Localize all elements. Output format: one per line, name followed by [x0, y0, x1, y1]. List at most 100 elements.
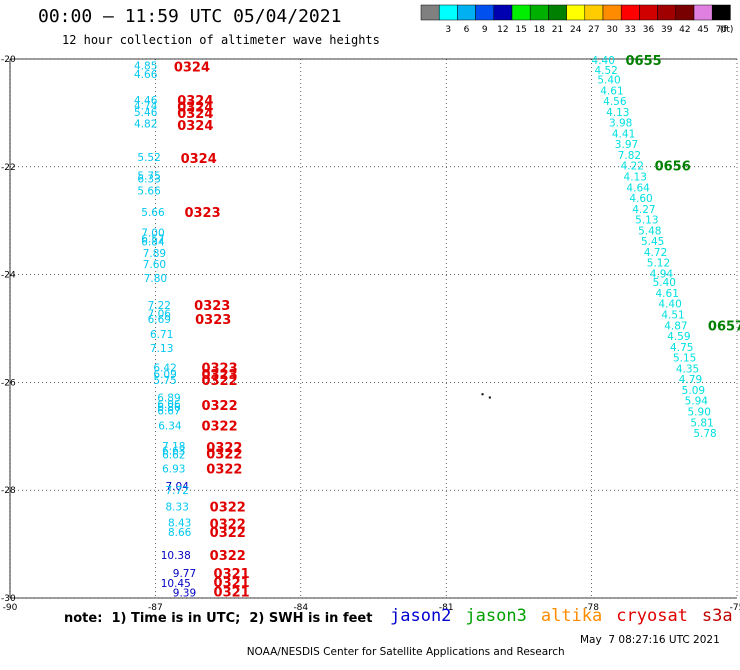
- swh-value-label: 4.56: [603, 96, 627, 108]
- swh-value-label: 4.51: [661, 309, 684, 321]
- legend-swatch: [657, 4, 677, 21]
- footnote: note: 1) Time is in UTC; 2) SWH is in fe…: [64, 611, 373, 626]
- pass-time-label: 0322: [206, 463, 242, 478]
- swh-value-label: 4.13: [624, 172, 647, 184]
- swh-value-label: 6.34: [158, 421, 182, 433]
- swh-value-label: 5.15: [673, 353, 696, 365]
- swh-value-label: 10.38: [161, 550, 191, 562]
- swh-value-label: 4.72: [644, 247, 667, 259]
- legend-tick-label: 18: [534, 25, 546, 35]
- legend-tick-label: 21: [552, 25, 563, 35]
- legend-tick-label: 36: [643, 25, 655, 35]
- land-point: [488, 396, 491, 399]
- legend-tick-label: 42: [679, 25, 690, 35]
- pass-time-label: 0322: [210, 518, 246, 533]
- swh-value-label: 5.52: [137, 152, 160, 164]
- legend-swatch: [548, 4, 567, 21]
- swh-value-label: 8.66: [168, 527, 192, 539]
- swh-value-label: 5.45: [641, 236, 664, 248]
- pass-time-label: 0323: [201, 368, 237, 383]
- page-title: 00:00 – 11:59 UTC 05/04/2021: [38, 6, 342, 27]
- legend-swatch: [529, 4, 549, 21]
- legend-swatch: [693, 4, 713, 21]
- swh-value-label: 5.90: [688, 407, 711, 419]
- lon-tick-label: -90: [3, 603, 18, 613]
- pass-time-label: 0322: [210, 500, 246, 515]
- swh-value-label: 5.66: [141, 207, 165, 219]
- swh-value-label: 8.43: [168, 518, 191, 530]
- legend-swatch: [511, 4, 531, 21]
- swh-value-label: 6.57: [141, 233, 164, 245]
- swh-value-label: 4.82: [134, 119, 157, 131]
- swh-value-label: 7.00: [141, 228, 164, 240]
- swh-value-label: 6.67: [157, 405, 180, 417]
- swh-value-label: 4.40: [658, 299, 681, 311]
- swh-value-label: 5.94: [685, 396, 709, 408]
- swh-value-label: 6.84: [141, 237, 165, 249]
- swh-value-label: 5.48: [638, 225, 661, 237]
- legend-swatch: [620, 4, 640, 21]
- legend-unit: (ft): [720, 25, 734, 35]
- legend-swatch: [584, 4, 604, 21]
- pass-time-label: 0322: [201, 399, 237, 414]
- swh-value-label: 4.66: [134, 69, 158, 81]
- pass-time-label: 0321: [214, 567, 250, 582]
- swh-value-label: 7.89: [143, 248, 166, 260]
- swh-value-label: 5.81: [690, 417, 713, 429]
- swh-value-label: 4.60: [629, 193, 652, 205]
- legend-tick-label: 27: [588, 25, 599, 35]
- legend-tick-label: 24: [570, 25, 582, 35]
- legend-swatch: [475, 4, 495, 21]
- lon-tick-label: -84: [293, 603, 308, 613]
- legend-tick-label: 39: [661, 25, 673, 35]
- swh-value-label: 7.18: [162, 441, 185, 453]
- swh-value-label: 5.75: [137, 170, 160, 182]
- swh-value-label: 9.39: [173, 588, 196, 600]
- pass-time-label: 0323: [184, 206, 220, 221]
- swh-value-label: 3.98: [609, 118, 632, 130]
- pass-time-label: 0324: [177, 107, 213, 122]
- color-legend: 3 6 9 12 15 18 21 24 27 30 33 36 39 42 45 70(ft): [420, 4, 734, 35]
- swh-value-label: 6.33: [137, 174, 160, 186]
- swh-value-label: 4.35: [676, 363, 699, 375]
- legend-swatch: [493, 4, 513, 21]
- lat-tick-label: -24: [1, 271, 16, 281]
- pass-time-label: 0324: [177, 119, 213, 134]
- lat-tick-label: -26: [1, 378, 16, 388]
- pass-time-label: 0655: [626, 54, 662, 69]
- swh-value-label: 4.75: [670, 342, 693, 354]
- swh-value-label: 5.09: [682, 385, 705, 397]
- pass-time-label: 0657: [708, 319, 740, 334]
- pass-time-label: 0323: [194, 299, 230, 314]
- swh-value-label: 4.52: [594, 65, 617, 77]
- legend-swatch: [438, 4, 458, 21]
- swh-value-label: 6.69: [148, 314, 171, 326]
- swh-value-label: 6.89: [157, 392, 180, 404]
- pass-time-label: 0323: [201, 361, 237, 376]
- legend-swatch: [457, 4, 476, 21]
- lon-tick-label: -75: [730, 603, 740, 613]
- swh-value-label: 9.77: [173, 568, 196, 580]
- swh-value-label: 6.62: [162, 450, 185, 462]
- wave-height-map: 3 6 9 12 15 18 21 24 27 30 33 36 39 42 45 70(ft) -20-22…: [1, 4, 740, 613]
- swh-value-label: 4.61: [600, 85, 623, 97]
- legend-tick-label: 33: [625, 25, 636, 35]
- swh-value-label: 7.06: [148, 308, 172, 320]
- swh-value-label: 5.78: [693, 428, 716, 440]
- lon-tick-label: -87: [148, 603, 163, 613]
- map-markers: [481, 393, 491, 399]
- swh-value-label: 7.04: [166, 481, 190, 493]
- swh-value-label: 4.59: [667, 331, 690, 343]
- swh-value-label: 10.45: [161, 578, 191, 590]
- legend-tick-label: 70: [716, 25, 728, 35]
- swh-value-label: 4.41: [612, 128, 635, 140]
- lon-tick-label: -78: [584, 603, 599, 613]
- legend-swatch: [639, 4, 658, 21]
- swh-value-label: 7.13: [150, 343, 173, 355]
- mission-cryosat: cryosat: [616, 606, 688, 626]
- pass-time-label: 0324: [177, 94, 213, 109]
- pass-time-label: 0324: [181, 152, 217, 167]
- track-east: 4.404.525.404.614.564.133.984.413.977.82…: [592, 54, 740, 440]
- track-west: 4.854.664.464.745.464.825.525.756.335.66…: [134, 60, 250, 600]
- swh-value-label: 6.63: [162, 445, 185, 457]
